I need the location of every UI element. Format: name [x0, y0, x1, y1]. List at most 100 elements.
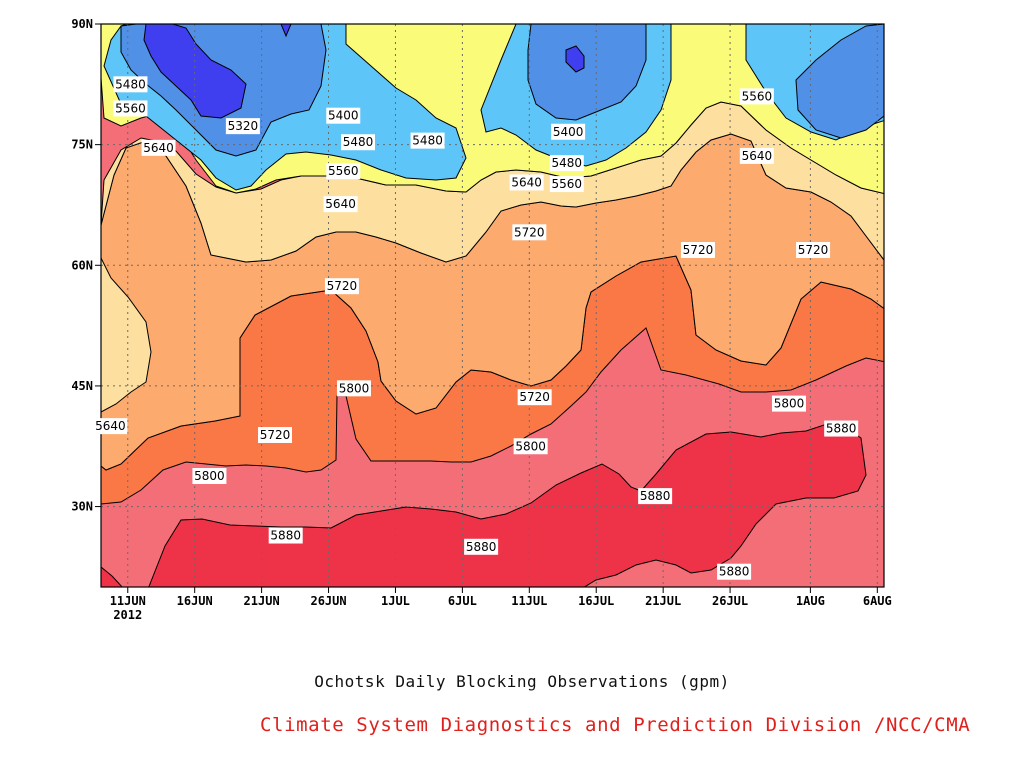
- contour-label-bg: [739, 147, 774, 164]
- contour-label: 5880: [638, 488, 673, 505]
- contour-label: 5720: [680, 242, 715, 259]
- contour-label-text: 5560: [115, 101, 146, 115]
- contour-label-text: 5400: [553, 125, 584, 139]
- contour-label: 5560: [549, 176, 584, 193]
- contour-label-text: 5480: [115, 77, 146, 91]
- contour-label-bg: [824, 420, 859, 437]
- fill-5320-5400-b: [527, 24, 647, 121]
- x-tick-label: 1JUL: [381, 594, 410, 608]
- plot-area: [101, 24, 884, 587]
- contour-label-text: 5720: [514, 225, 545, 239]
- chart-source-credit: Climate System Diagnostics and Predictio…: [260, 714, 971, 736]
- contour-label-bg: [324, 278, 359, 295]
- contour-label-text: 5480: [343, 135, 374, 149]
- contour-label-bg: [326, 163, 361, 180]
- contour-label-text: 5640: [742, 149, 773, 163]
- contour-label-text: 5880: [719, 565, 750, 579]
- contour-label: 5720: [512, 224, 547, 241]
- contour-label-bg: [717, 563, 752, 580]
- contour-label: 5720: [324, 278, 359, 295]
- contour-label-text: 5720: [683, 243, 714, 257]
- contour-label: 5560: [113, 100, 148, 117]
- contour-label-text: 5880: [826, 422, 857, 436]
- contour-label-bg: [192, 468, 227, 485]
- y-tick-label: 45N: [71, 379, 93, 393]
- grid-lines: [101, 24, 884, 587]
- contour-label: 5880: [717, 563, 752, 580]
- fill-5560-5640-a: [101, 257, 152, 413]
- x-axis-ticks: 11JUN 16JUN 21JUN 26JUN 1JUL 6JUL 11JUL 16JUL 21…: [110, 587, 892, 622]
- contour-label-bg: [517, 389, 552, 406]
- contour-label: 5320: [225, 118, 260, 135]
- contour-label: 5640: [509, 174, 544, 191]
- x-tick-label: 16JUL: [578, 594, 614, 608]
- contour-label: 5720: [258, 426, 292, 443]
- contour-label-bg: [93, 418, 128, 435]
- contour-label-bg: [638, 488, 673, 505]
- contour-label-text: 5640: [143, 141, 174, 155]
- x-tick-label: 1AUG: [796, 594, 825, 608]
- contour-label: 5400: [326, 107, 361, 124]
- contour-label: 5720: [517, 389, 552, 406]
- contour-label: 5480: [113, 76, 148, 93]
- contour-label-bg: [509, 174, 544, 191]
- contour-label-bg: [113, 76, 148, 93]
- y-tick-label: 60N: [71, 258, 93, 272]
- contour-label-text: 5720: [798, 243, 829, 257]
- contour-label-bg: [410, 132, 445, 149]
- fill-below-5320-b: [565, 45, 585, 73]
- x-tick-label: 6AUG: [863, 594, 892, 608]
- contour-label: 5480: [340, 134, 375, 151]
- x-tick-label: 11JUL: [511, 594, 547, 608]
- contour-label-bg: [551, 123, 586, 140]
- contour-label-text: 5800: [774, 397, 805, 411]
- contour-label: 5480: [410, 132, 445, 149]
- contour-label: 5800: [192, 468, 227, 485]
- contour-label-bg: [340, 134, 375, 151]
- contour-label-bg: [512, 224, 547, 241]
- x-tick-label: 21JUN: [244, 594, 280, 608]
- contour-label-text: 5800: [515, 439, 546, 453]
- contour-label: 5560: [326, 163, 361, 180]
- contour-labels: 5480 5560 5640 5320 5400 5480 5560 5640 5720 5800…: [93, 76, 859, 580]
- x-tick-label: 21JUL: [645, 594, 681, 608]
- contour-label: 5560: [739, 88, 774, 105]
- contour-label: 5800: [771, 395, 806, 412]
- contour-label: 5640: [739, 147, 774, 164]
- contour-label: 5640: [141, 139, 176, 156]
- y-axis-ticks: 30N 45N 60N 75N 90N: [71, 17, 101, 514]
- contour-label-text: 5640: [95, 419, 126, 433]
- contour-label-text: 5560: [328, 164, 359, 178]
- contour-label: 5640: [323, 196, 358, 213]
- contour-label-bg: [113, 100, 148, 117]
- y-tick-label: 30N: [71, 500, 93, 514]
- fill-below-5320: [143, 24, 247, 119]
- fill-above-5880: [101, 420, 867, 587]
- contour-label-bg: [268, 527, 303, 544]
- contour-label-bg: [513, 438, 548, 455]
- x-tick-label: 16JUN: [177, 594, 213, 608]
- x-tick-label: 6JUL: [448, 594, 477, 608]
- x-axis-year-label: 2012: [113, 608, 142, 622]
- x-tick-label: 11JUN: [110, 594, 146, 608]
- contour-label-bg: [680, 242, 715, 259]
- contour-label-text: 5800: [194, 469, 225, 483]
- contour-label-text: 5640: [325, 197, 356, 211]
- contour-label-text: 5880: [270, 529, 301, 543]
- contour-label-text: 5640: [511, 175, 542, 189]
- contour-label-text: 5480: [412, 134, 443, 148]
- contour-label-bg: [323, 196, 358, 213]
- contour-label: 5640: [93, 418, 128, 435]
- contour-label-text: 5720: [519, 390, 550, 404]
- fill-below-5320-c: [280, 24, 292, 38]
- contour-label-text: 5880: [640, 489, 671, 503]
- x-tick-label: 26JUN: [310, 594, 346, 608]
- contour-label-bg: [464, 538, 499, 555]
- contour-label-bg: [549, 176, 584, 193]
- contour-label: 5880: [824, 420, 859, 437]
- contour-label-bg: [549, 155, 584, 172]
- y-tick-label: 90N: [71, 17, 93, 31]
- contour-label-text: 5400: [328, 109, 359, 123]
- x-tick-label: 26JUL: [712, 594, 748, 608]
